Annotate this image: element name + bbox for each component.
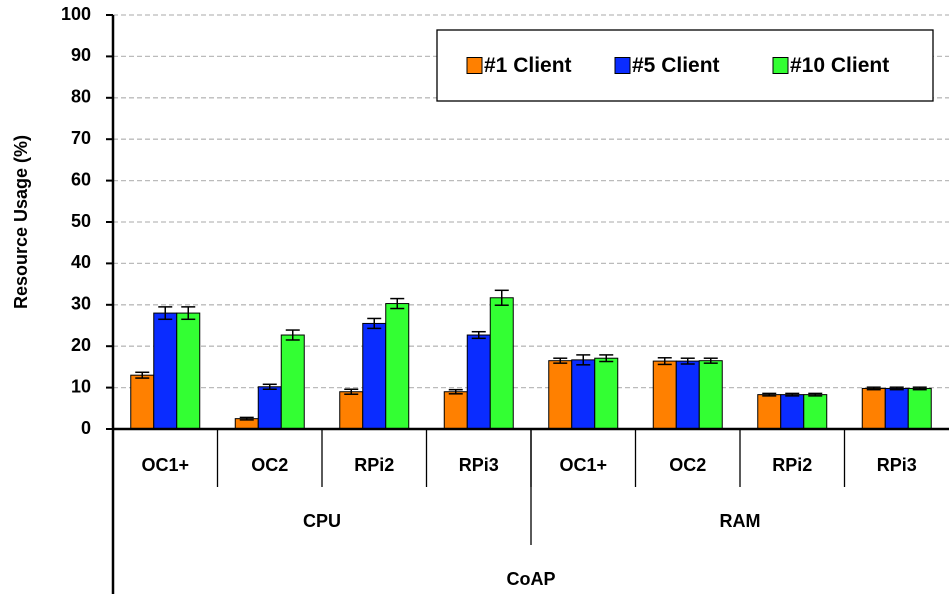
- bar: [257, 386, 282, 430]
- error-bar: [680, 357, 695, 365]
- error-bar: [599, 354, 614, 363]
- error-bar: [912, 386, 927, 391]
- y-tick-label: 20: [71, 335, 91, 355]
- error-bar: [344, 388, 359, 395]
- bar: [153, 312, 178, 430]
- x-tick-label: OC1+: [141, 455, 189, 475]
- y-tick-label: 100: [61, 4, 91, 24]
- legend-label: #5 Client: [632, 54, 720, 77]
- error-bar: [262, 383, 277, 391]
- legend-swatch: [614, 57, 631, 74]
- error-bar: [785, 392, 800, 397]
- y-tick-label: 50: [71, 211, 91, 231]
- bar: [130, 374, 155, 430]
- bar: [757, 394, 782, 430]
- bar: [594, 357, 619, 430]
- x-tick-label: OC2: [669, 455, 706, 475]
- y-tick-label: 40: [71, 252, 91, 272]
- legend-label: #10 Client: [790, 54, 889, 77]
- bar: [675, 360, 700, 430]
- bar: [803, 394, 828, 430]
- x-tick-label: RPi2: [772, 455, 812, 475]
- error-bar: [808, 392, 823, 397]
- error-bar: [390, 297, 405, 310]
- bar: [548, 360, 573, 430]
- x-tick-label: RPi3: [877, 455, 917, 475]
- y-tick-label: 80: [71, 87, 91, 107]
- group-label: RAM: [720, 511, 761, 531]
- error-bar: [285, 329, 300, 341]
- legend-swatch: [466, 57, 483, 74]
- bar: [466, 334, 491, 430]
- error-bar: [239, 416, 254, 421]
- bar: [443, 391, 468, 430]
- x-tick-label: OC2: [251, 455, 288, 475]
- bar: [884, 387, 909, 430]
- error-bar: [576, 354, 591, 366]
- y-tick-label: 10: [71, 376, 91, 396]
- y-tick-label: 60: [71, 169, 91, 189]
- error-bar: [367, 317, 382, 330]
- bar: [176, 312, 201, 430]
- bar: [280, 334, 305, 430]
- error-bar: [657, 357, 672, 366]
- bar: [489, 297, 514, 430]
- bar: [861, 387, 886, 430]
- x-tick-label: RPi3: [459, 455, 499, 475]
- y-tick-label: 90: [71, 45, 91, 65]
- y-tick-label: 0: [81, 418, 91, 438]
- error-bar: [158, 306, 173, 321]
- x-axis-title: CoAP: [507, 569, 556, 589]
- y-axis-title: Resource Usage (%): [11, 135, 31, 309]
- group-label: CPU: [303, 511, 341, 531]
- error-bar: [762, 392, 777, 397]
- error-bar: [471, 330, 486, 340]
- error-bar: [494, 289, 509, 306]
- bar: [571, 359, 596, 430]
- legend-box: [436, 29, 934, 102]
- bar: [780, 394, 805, 430]
- legend-label: #1 Client: [484, 54, 572, 77]
- legend-swatch: [772, 57, 789, 74]
- y-tick-label: 70: [71, 128, 91, 148]
- bar: [385, 303, 410, 430]
- bar: [362, 322, 387, 430]
- bar: [698, 360, 723, 430]
- error-bar: [448, 388, 463, 395]
- y-tick-label: 30: [71, 294, 91, 314]
- x-tick-label: RPi2: [354, 455, 394, 475]
- error-bar: [703, 357, 718, 364]
- x-tick-label: OC1+: [559, 455, 607, 475]
- error-bar: [553, 357, 568, 364]
- bar: [907, 387, 932, 430]
- error-bar: [181, 306, 196, 321]
- bar: [339, 391, 364, 430]
- bar: [652, 360, 677, 430]
- error-bar: [866, 386, 881, 391]
- error-bar: [889, 386, 904, 391]
- error-bar: [135, 371, 150, 379]
